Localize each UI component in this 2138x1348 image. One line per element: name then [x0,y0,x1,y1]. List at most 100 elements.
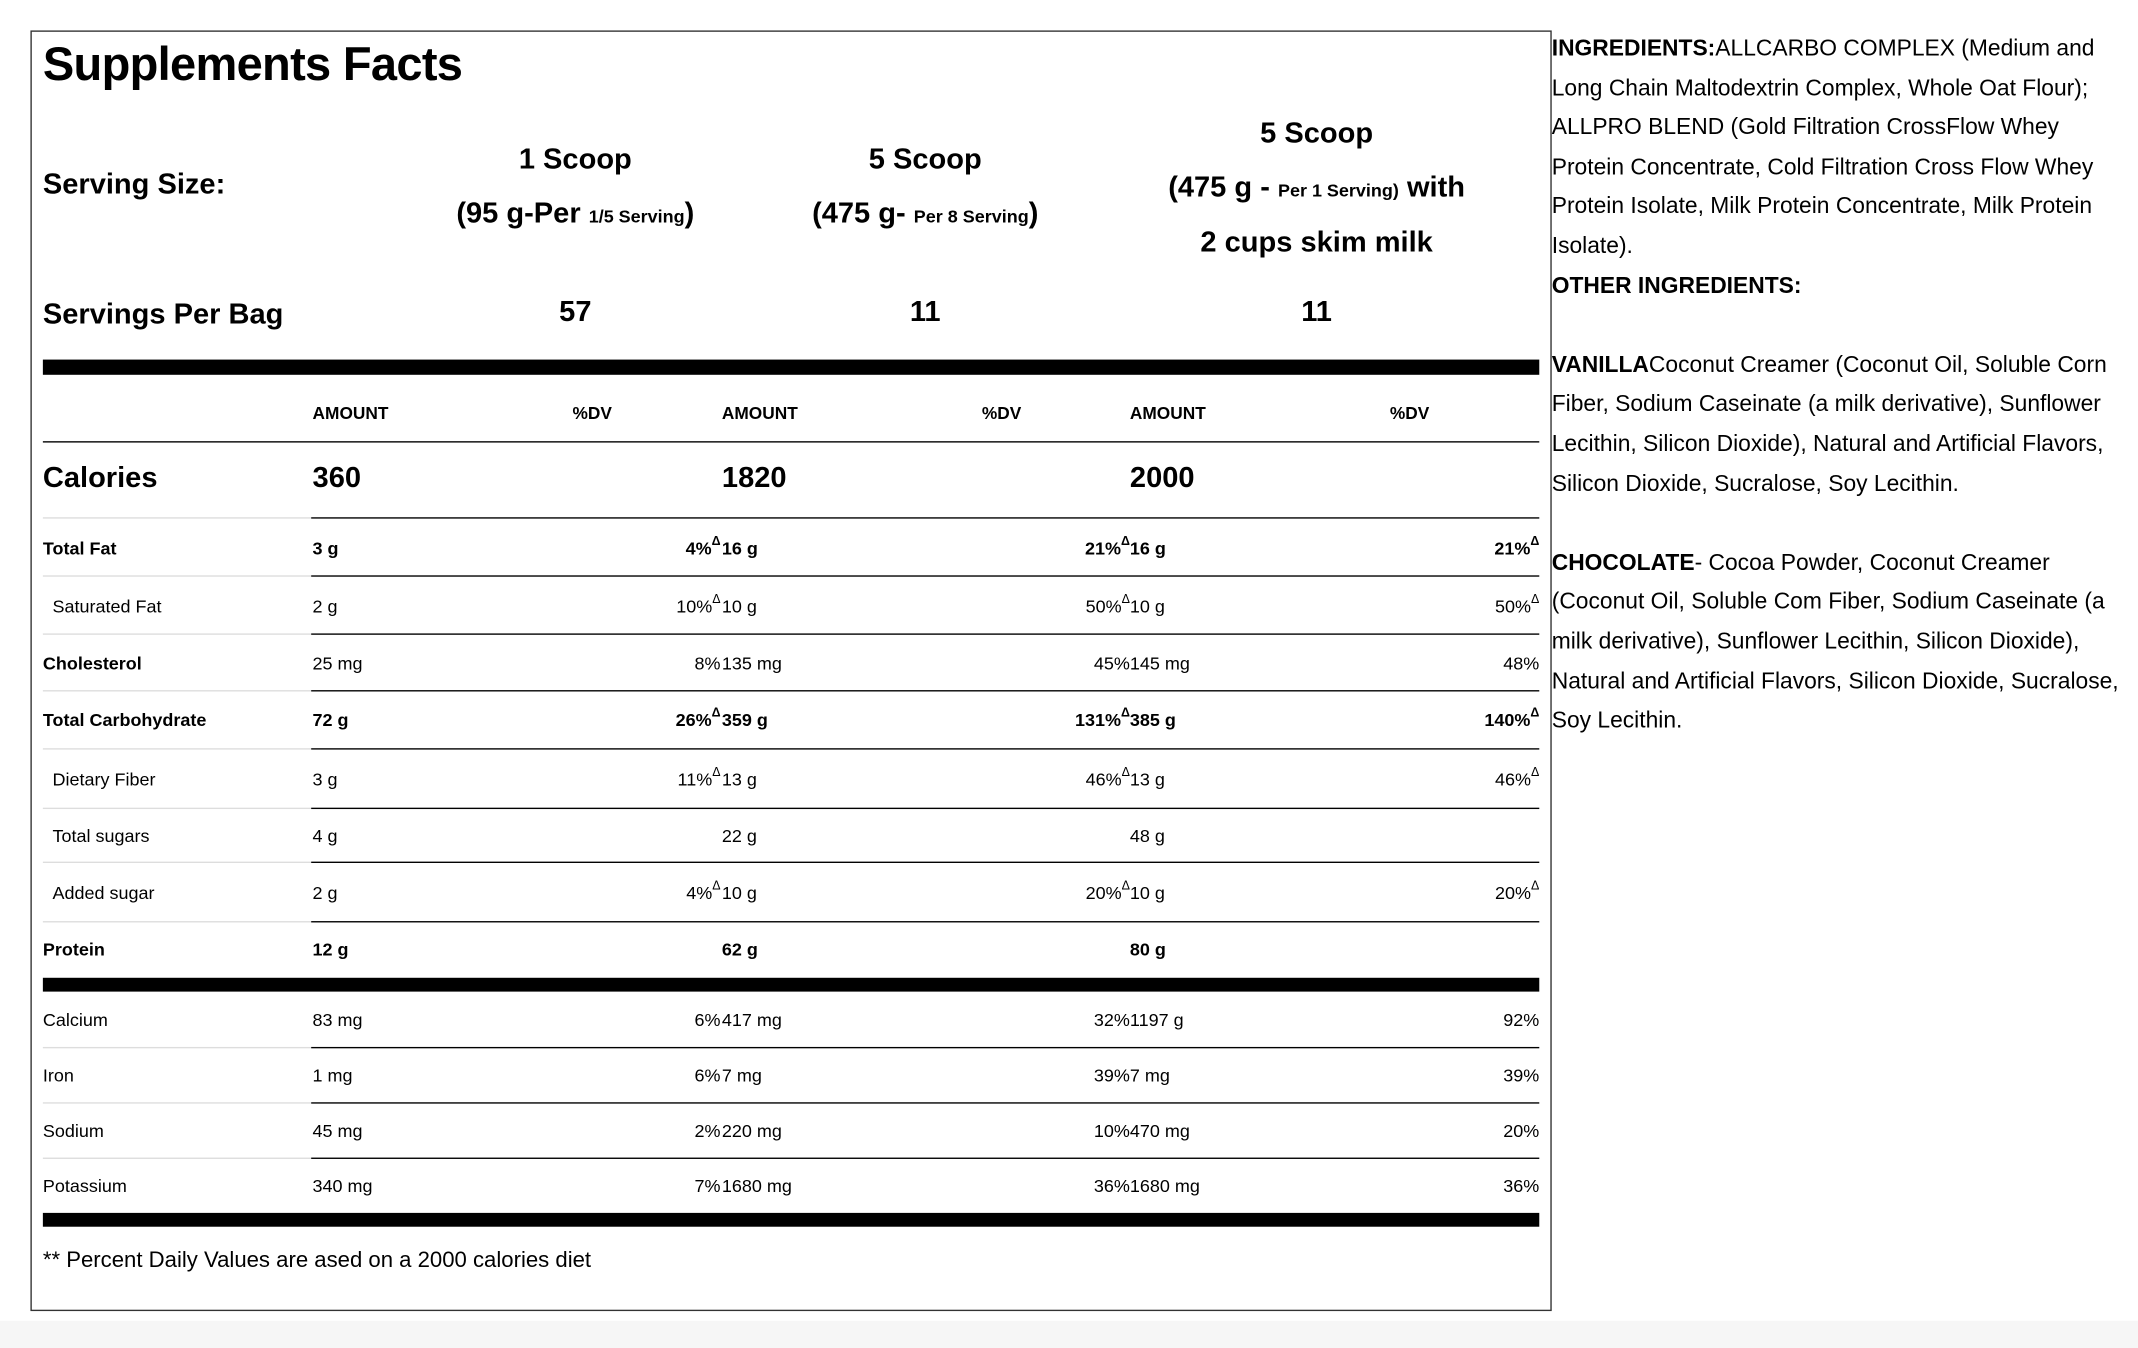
nutrient-amount: 3 g [312,537,339,559]
mineral-dv: 36% [1503,1175,1540,1197]
mineral-label: Potassium [42,1175,127,1197]
nutrient-dv: 46%Δ [1494,764,1540,790]
delta-icon: Δ [1121,764,1130,779]
serving-size-note: 2 cups skim milk [1200,226,1433,259]
mineral-amount: 45 mg [312,1120,363,1141]
nutrient-dv: 131%Δ [1074,705,1130,731]
nutrient-amount: 12 g [312,939,349,960]
mineral-amount: 7 mg [721,1064,762,1086]
nutrient-amount: 2 g [312,596,338,617]
divider-gray [42,921,312,923]
divider-gray [42,575,312,577]
serving-size-label: Serving Size: [42,168,226,201]
nutrient-amount: 48 g [1129,825,1165,847]
nutrient-dv: 50%Δ [1494,591,1540,617]
header-dv: %DV [981,403,1022,424]
panel-title: Supplements Facts [42,38,463,92]
divider [311,575,1540,577]
nutrient-amount: 145 mg [1129,652,1190,674]
nutrient-amount: 10 g [1129,882,1165,904]
header-amount: AMOUNT [1129,403,1206,424]
nutrient-label: Total sugars [52,825,150,847]
nutrient-amount: 13 g [1129,768,1165,790]
delta-icon: Δ [711,533,721,548]
divider [311,921,1540,923]
nutrient-dv: 20%Δ [1085,878,1130,904]
divider [42,441,1540,443]
ingredients-panel: INGREDIENTS:ALLCARBO COMPLEX (Medium and… [1552,29,2119,741]
mineral-dv: 2% [694,1120,721,1141]
nutrient-label: Saturated Fat [52,596,162,617]
nutrient-dv: 21%Δ [1494,533,1540,559]
delta-icon: Δ [711,705,721,720]
delta-icon: Δ [1121,591,1130,606]
mineral-dv: 39% [1093,1064,1130,1086]
divider [311,690,1540,692]
nutrient-amount: 16 g [721,537,758,559]
mineral-dv: 36% [1093,1175,1130,1197]
divider [311,748,1540,750]
mineral-amount: 340 mg [312,1175,373,1197]
nutrient-dv: 4%Δ [685,533,721,559]
mineral-amount: 83 mg [312,1009,363,1031]
delta-icon: Δ [1530,533,1540,548]
calories-value: 1820 [721,461,787,494]
mineral-dv: 92% [1503,1009,1540,1031]
delta-icon: Δ [712,878,721,893]
nutrient-amount: 25 mg [312,652,363,674]
thick-divider [42,359,1540,375]
delta-icon: Δ [1530,591,1540,606]
mineral-label: Calcium [42,1009,108,1031]
calories-value: 2000 [1129,461,1195,494]
calories-value: 360 [312,461,362,494]
delta-icon: Δ [712,591,721,606]
header-dv: %DV [1389,403,1430,424]
other-ingredients-heading: OTHER INGREDIENTS: [1551,273,1802,299]
header-dv: %DV [572,403,612,424]
mineral-amount: 7 mg [1129,1064,1170,1086]
mineral-dv: 39% [1503,1064,1540,1086]
header-amount: AMOUNT [312,403,389,424]
supplement-facts-panel [30,30,1552,1312]
nutrient-dv: 10%Δ [676,591,721,617]
header-amount: AMOUNT [721,403,798,424]
divider [311,1046,1540,1049]
vanilla-ingredients: VANILLACoconut Creamer (Coconut Oil, Sol… [1551,352,2107,496]
divider-gray [42,748,312,750]
serving-size-amount: 1 Scoop [518,143,632,176]
mineral-amount: 470 mg [1129,1120,1190,1141]
nutrient-dv: 26%Δ [675,705,721,731]
serving-size-weight: (475 g - Per 1 Serving) with [1168,170,1466,203]
nutrient-amount: 16 g [1129,537,1166,559]
nutrient-label: Total Fat [42,537,117,559]
mineral-amount: 1680 mg [721,1175,792,1197]
nutrient-label: Total Carbohydrate [42,709,207,731]
divider-gray [42,1046,312,1049]
servings-per-bag-value: 57 [559,295,592,328]
calories-label: Calories [42,461,158,494]
nutrient-amount: 359 g [721,709,768,731]
nutrient-dv: 11%Δ [677,764,721,790]
divider-gray [42,861,312,863]
mineral-dv: 6% [694,1009,721,1031]
nutrient-amount: 22 g [721,825,757,847]
serving-size-col-2: 5 Scoop (475 g- Per 8 Serving) [812,134,1038,243]
mineral-dv: 7% [694,1175,721,1197]
nutrient-amount: 10 g [721,882,757,904]
thick-divider [42,1212,1540,1227]
delta-icon: Δ [1530,878,1540,893]
nutrient-amount: 135 mg [721,652,782,674]
serving-size-col-3: 5 Scoop (475 g - Per 1 Serving) with 2 c… [1168,108,1465,271]
delta-icon: Δ [1120,533,1130,548]
nutrient-amount: 385 g [1129,709,1176,731]
nutrient-dv: 48% [1503,652,1540,674]
nutrient-dv: 20%Δ [1494,878,1540,904]
serving-size-weight: (95 g-Per 1/5 Serving) [456,197,695,229]
divider [311,1157,1540,1159]
divider [311,633,1540,635]
mineral-dv: 20% [1503,1120,1540,1141]
nutrient-label: Protein [42,939,105,960]
delta-icon: Δ [1530,764,1540,779]
delta-icon: Δ [1121,878,1130,893]
